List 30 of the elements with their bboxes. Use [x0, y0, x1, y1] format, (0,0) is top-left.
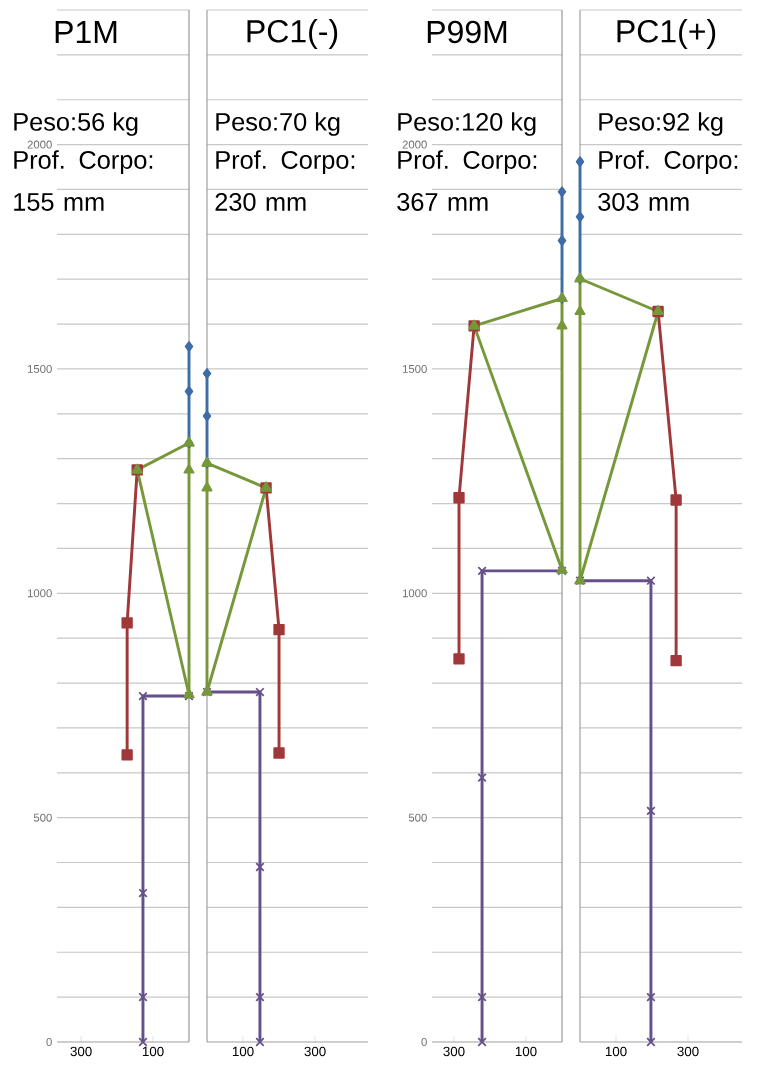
x-tick-label: 300	[304, 1046, 326, 1057]
x-tick-label: 300	[677, 1046, 699, 1057]
y-tick-label: 0	[46, 1037, 52, 1046]
annotation: Prof. Corpo: 303 mm	[598, 150, 738, 211]
chart-title: P1M	[55, 21, 117, 44]
y-tick-label: 1500	[402, 364, 427, 373]
x-tick-label: 300	[443, 1046, 465, 1057]
annotation: Prof. Corpo: 367 mm	[397, 150, 537, 211]
y-tick-label: 1000	[402, 589, 427, 598]
chart-title: PC1(-)	[247, 19, 338, 49]
y-tick-label: 1500	[27, 364, 52, 373]
y-tick-label: 500	[408, 813, 427, 822]
y-tick-label: 500	[33, 813, 52, 822]
x-tick-label: 100	[232, 1046, 254, 1057]
x-tick-label: 100	[515, 1046, 537, 1057]
annotation: Peso:92 kg	[599, 112, 723, 136]
y-tick-label: 1000	[27, 589, 52, 598]
y-tick-label: 0	[421, 1037, 427, 1046]
x-tick-label: 100	[605, 1046, 627, 1057]
x-tick-label: 100	[142, 1046, 164, 1057]
annotation: Prof. Corpo: 230 mm	[215, 150, 355, 211]
annotation: Peso:120 kg	[398, 112, 536, 136]
annotation: Peso:70 kg	[216, 112, 340, 136]
chart-title: P99M	[427, 20, 507, 44]
chart-title: PC1(+)	[617, 19, 716, 49]
y-tick-label: 2000	[27, 140, 52, 149]
annotation: Peso:56 kg	[14, 112, 138, 136]
y-tick-label: 2000	[402, 140, 427, 149]
x-tick-label: 300	[70, 1046, 92, 1057]
annotation: Prof. Corpo: 155 mm	[14, 150, 153, 211]
